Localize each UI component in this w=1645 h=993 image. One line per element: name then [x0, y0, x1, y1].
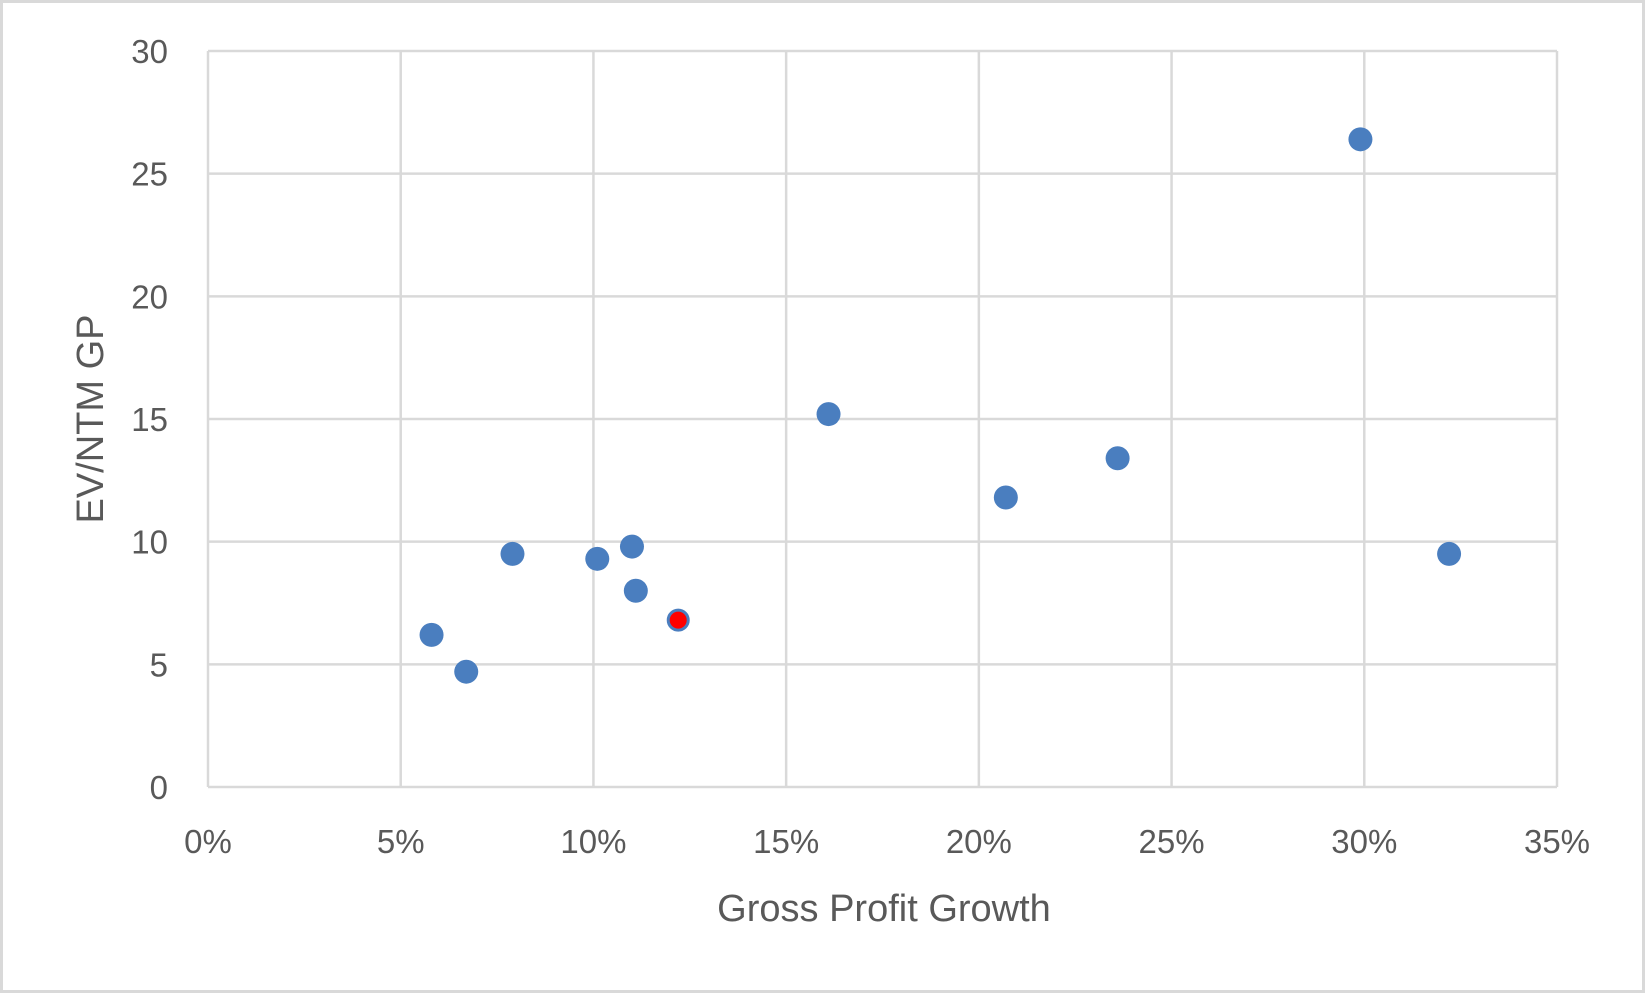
x-tick-label: 35% — [1524, 823, 1590, 860]
data-point — [1348, 127, 1373, 152]
x-axis-ticks: 0% 5% 10% 15% 20% 25% 30% 35% — [184, 823, 1590, 860]
data-point — [1105, 446, 1130, 471]
y-axis-title: EV/NTM GP — [70, 314, 112, 523]
y-tick-label: 5 — [150, 646, 168, 683]
data-point — [585, 546, 610, 571]
y-tick-label: 20 — [131, 278, 168, 315]
y-tick-label: 15 — [131, 401, 168, 438]
data-points — [419, 127, 1462, 684]
x-axis-title: Gross Profit Growth — [717, 888, 1051, 930]
x-tick-label: 5% — [377, 823, 425, 860]
data-point — [454, 659, 479, 684]
highlighted-data-point — [666, 608, 690, 632]
x-tick-label: 0% — [184, 823, 232, 860]
y-axis-ticks: 0 5 10 15 20 25 30 — [131, 33, 168, 806]
y-tick-label: 30 — [131, 33, 168, 70]
x-tick-label: 20% — [946, 823, 1012, 860]
data-point — [993, 485, 1018, 510]
x-tick-label: 25% — [1139, 823, 1205, 860]
x-tick-label: 30% — [1331, 823, 1397, 860]
data-point — [816, 402, 841, 427]
data-point — [623, 578, 648, 603]
x-tick-label: 15% — [753, 823, 819, 860]
data-point — [500, 541, 525, 566]
y-tick-label: 0 — [150, 769, 168, 806]
data-point — [619, 534, 644, 559]
gridlines — [206, 49, 1559, 789]
data-point — [419, 622, 444, 647]
data-point — [1437, 541, 1462, 566]
y-tick-label: 25 — [131, 156, 168, 193]
y-tick-label: 10 — [131, 524, 168, 561]
x-tick-label: 10% — [560, 823, 626, 860]
